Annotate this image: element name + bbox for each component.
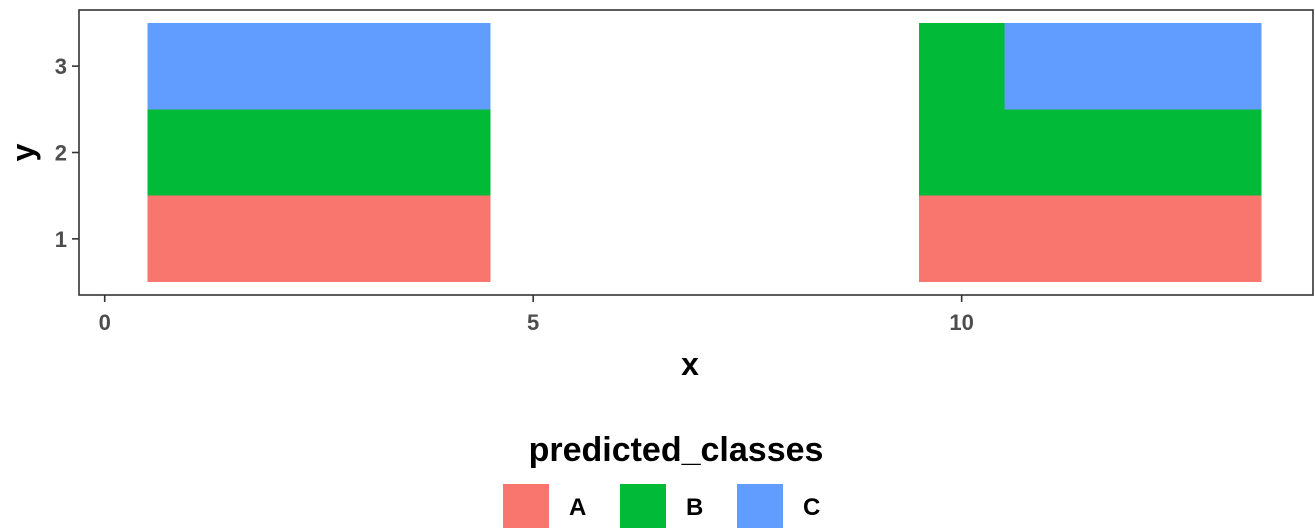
legend-label-b: B [686,494,703,521]
legend-title: predicted_classes [529,431,824,469]
legend-key-a [503,484,549,528]
y-tick-label: 1 [55,227,67,252]
y-tick-label: 3 [55,54,67,79]
legend-key-b [620,484,666,528]
y-axis-title: y [5,143,41,161]
x-tick-label: 10 [949,310,973,335]
tile-c-2 [147,22,491,110]
legend-label-c: C [803,494,820,521]
tile-b-4 [918,109,1262,196]
x-axis: 0 5 10 [99,295,974,335]
tile-a-0 [147,195,491,283]
x-axis-title: x [681,346,699,382]
y-axis: 1 2 3 [55,54,79,252]
x-tick-label: 0 [99,310,111,335]
tile-layer [147,22,1262,283]
tile-b-1 [147,109,491,196]
tile-a-3 [918,195,1262,283]
legend-key-c [737,484,783,528]
tile-c-6 [1004,22,1262,110]
legend-label-a: A [569,494,586,521]
y-tick-label: 2 [55,141,67,166]
legend: predicted_classes A B C [503,431,823,528]
tile-b-5 [918,22,1005,110]
x-tick-label: 5 [527,310,539,335]
